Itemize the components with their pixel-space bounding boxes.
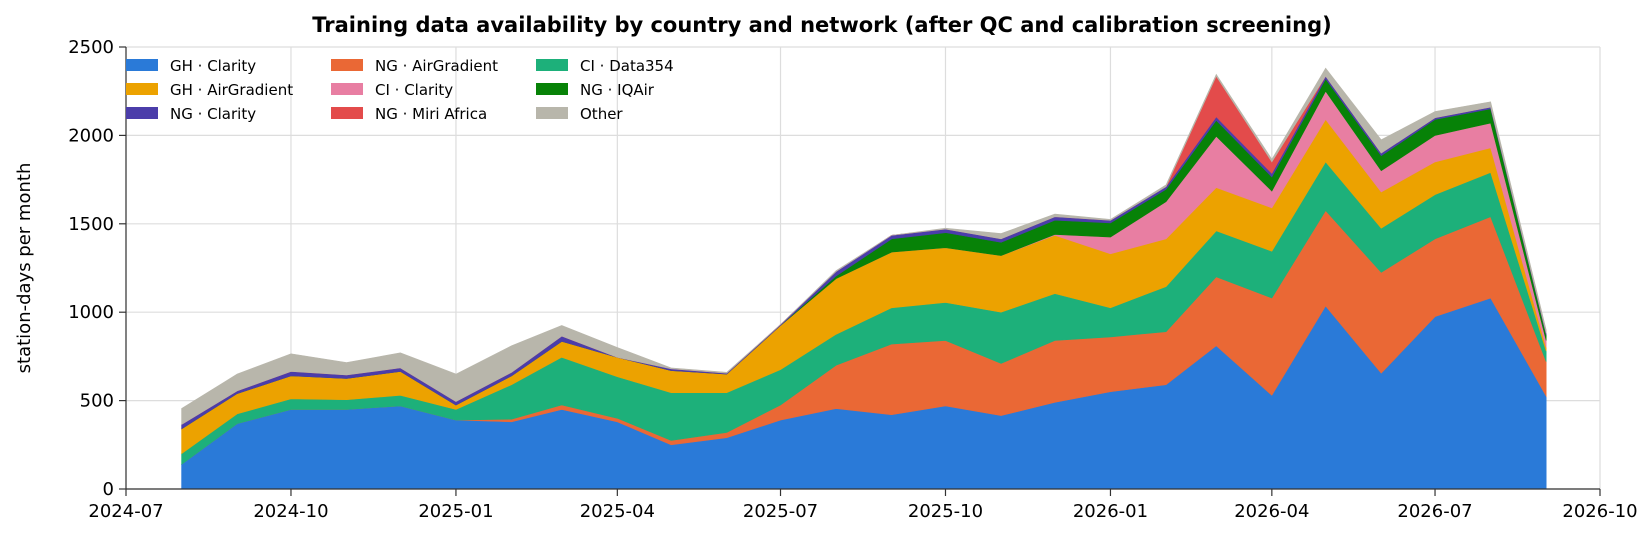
legend-item-ci-clarity: CI · Clarity: [331, 81, 453, 99]
legend-swatch: [126, 107, 158, 119]
legend-item-gh-clarity: GH · Clarity: [126, 57, 256, 75]
y-tick-label: 1000: [68, 302, 114, 323]
x-tick-label: 2025-04: [580, 501, 655, 522]
legend-swatch: [126, 59, 158, 71]
axes: 0 500 1000 1500 2000 2500 2024-07 2024-10 2025-0…: [68, 37, 1637, 522]
legend-swatch: [536, 83, 568, 95]
x-tick-label: 2024-07: [88, 501, 163, 522]
legend-label: NG · Clarity: [170, 105, 256, 123]
legend-swatch: [331, 107, 363, 119]
x-tick-label: 2025-01: [418, 501, 493, 522]
y-tick-label: 1500: [68, 214, 114, 235]
legend-label: GH · Clarity: [170, 57, 256, 75]
x-tick-label: 2026-04: [1234, 501, 1309, 522]
legend-item-ng-iqair: NG · IQAir: [536, 81, 655, 99]
legend-label: NG · Miri Africa: [375, 105, 487, 123]
legend-label: NG · IQAir: [580, 81, 655, 99]
x-tick-label: 2026-07: [1397, 501, 1472, 522]
legend-swatch: [331, 83, 363, 95]
y-axis-label: station-days per month: [14, 163, 35, 374]
y-tick-label: 500: [80, 391, 114, 412]
y-tick-label: 2000: [68, 125, 114, 146]
legend-item-other: Other: [536, 105, 623, 123]
stacked-areas: [181, 67, 1547, 490]
legend-label: NG · AirGradient: [375, 57, 498, 75]
legend-label: CI · Clarity: [375, 81, 453, 99]
legend-item-ng-clarity: NG · Clarity: [126, 105, 256, 123]
y-tick-label: 2500: [68, 37, 114, 58]
x-tick-label: 2025-10: [908, 501, 983, 522]
legend-item-ci-data354: CI · Data354: [536, 57, 674, 75]
y-tick-label: 0: [103, 479, 114, 500]
legend-swatch: [536, 59, 568, 71]
legend-item-gh-airgradient: GH · AirGradient: [126, 81, 293, 99]
legend-swatch: [331, 59, 363, 71]
x-tick-label: 2024-10: [253, 501, 328, 522]
legend-label: CI · Data354: [580, 57, 674, 75]
legend-swatch: [126, 83, 158, 95]
legend-item-ng-airgradient: NG · AirGradient: [331, 57, 498, 75]
x-tick-label: 2025-07: [743, 501, 818, 522]
chart-title: Training data availability by country an…: [312, 13, 1331, 37]
legend-item-ng-miri-africa: NG · Miri Africa: [331, 105, 487, 123]
legend-swatch: [536, 107, 568, 119]
x-tick-label: 2026-10: [1562, 501, 1637, 522]
area-other: [181, 67, 1547, 426]
x-tick-label: 2026-01: [1073, 501, 1148, 522]
legend-label: GH · AirGradient: [170, 81, 293, 99]
legend-label: Other: [580, 105, 623, 123]
legend: GH · Clarity NG · AirGradient CI · Data354…: [126, 57, 674, 123]
